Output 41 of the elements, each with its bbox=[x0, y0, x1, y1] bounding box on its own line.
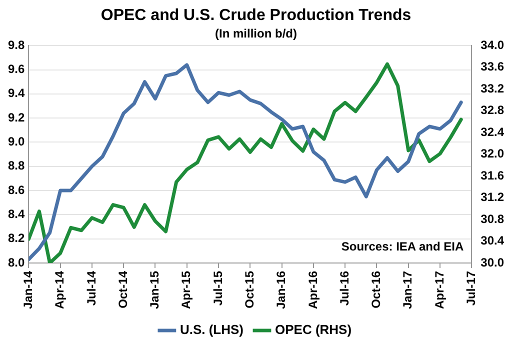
y-tick-label: 8.8 bbox=[8, 158, 25, 173]
x-tick-label: Oct-16 bbox=[369, 270, 384, 308]
x-tick-label: Jul-15 bbox=[210, 270, 225, 306]
chart-subtitle: (In million b/d) bbox=[215, 26, 297, 41]
y2-tick-label: 32.4 bbox=[480, 124, 504, 139]
x-tick-label: Jan-15 bbox=[148, 270, 162, 310]
x-tick-label: Oct-14 bbox=[116, 270, 130, 308]
y-tick-label: 9.6 bbox=[8, 62, 25, 76]
y-tick-label: 8.4 bbox=[8, 206, 25, 221]
legend-label: OPEC (RHS) bbox=[274, 322, 352, 338]
x-tick-label: Oct-15 bbox=[242, 270, 256, 308]
y2-tick-label: 32.8 bbox=[480, 103, 504, 118]
x-tick-label: Jul-14 bbox=[84, 270, 98, 306]
chart-title: OPEC and U.S. Crude Production Trends bbox=[100, 7, 412, 24]
y2-tick-label: 31.2 bbox=[480, 190, 504, 204]
x-tick-label: Apr-15 bbox=[179, 270, 194, 309]
y-tick-label: 8.2 bbox=[8, 231, 25, 246]
y2-tick-label: 33.2 bbox=[480, 81, 504, 96]
x-tick-label: Apr-16 bbox=[306, 270, 320, 309]
x-tick-label: Jul-16 bbox=[337, 270, 352, 306]
y-tick-label: 9.0 bbox=[8, 134, 25, 149]
x-tick-label: Jul-17 bbox=[464, 270, 478, 306]
y-tick-label: 8.0 bbox=[8, 255, 25, 270]
x-tick-label: Jan-14 bbox=[20, 270, 35, 310]
y-tick-label: 8.6 bbox=[8, 182, 25, 197]
annotation: Sources: IEA and EIA bbox=[341, 239, 464, 254]
y-tick-label: 9.4 bbox=[8, 86, 25, 100]
y2-tick-label: 32.0 bbox=[480, 146, 504, 161]
x-tick-label: Jan-16 bbox=[274, 270, 288, 310]
legend-label: U.S. (LHS) bbox=[180, 322, 244, 338]
x-tick-label: Apr-14 bbox=[52, 270, 67, 309]
y2-tick-label: 30.8 bbox=[480, 212, 504, 226]
x-tick-label: Jan-17 bbox=[400, 270, 415, 310]
x-tick-label: Apr-17 bbox=[432, 270, 446, 309]
y2-tick-label: 30.4 bbox=[480, 234, 504, 248]
y2-tick-label: 33.6 bbox=[480, 60, 504, 74]
y-tick-label: 9.8 bbox=[8, 38, 25, 52]
y2-tick-label: 34.0 bbox=[480, 38, 504, 52]
y-tick-label: 9.2 bbox=[8, 110, 25, 124]
y2-tick-label: 31.6 bbox=[480, 168, 504, 182]
y2-tick-label: 30.0 bbox=[480, 255, 504, 270]
